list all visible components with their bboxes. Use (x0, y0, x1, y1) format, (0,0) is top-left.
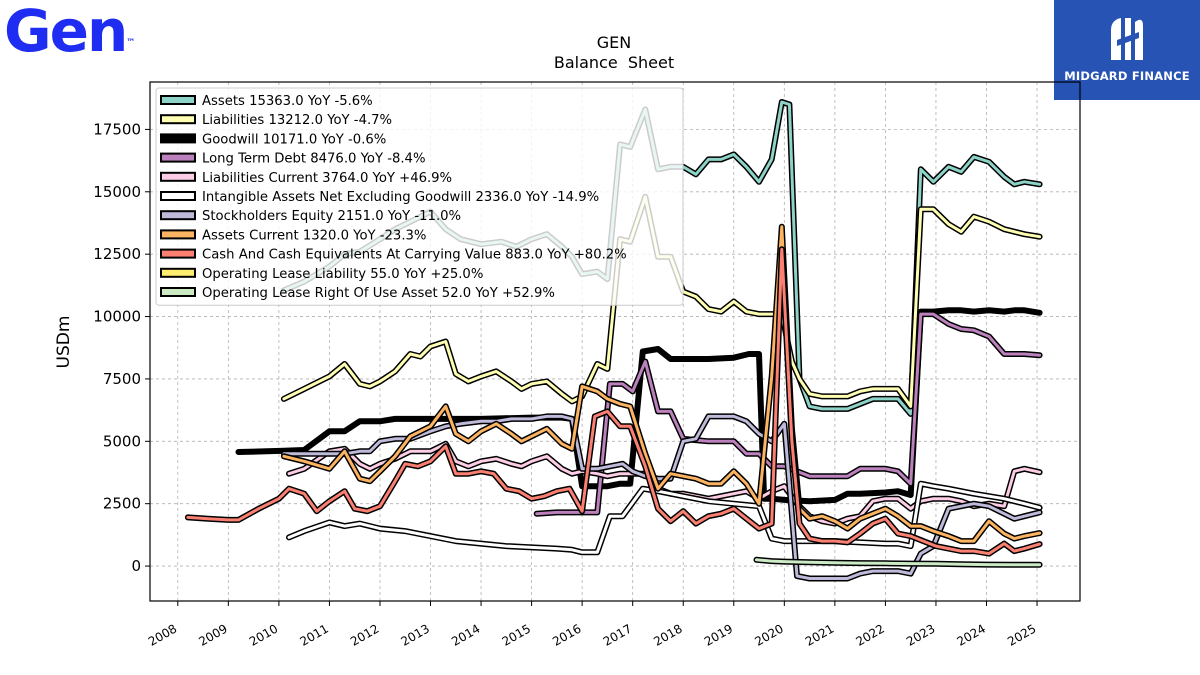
x-tick-label: 2017 (601, 621, 634, 648)
gen-logo-text: Gen (4, 0, 128, 65)
legend-label: Stockholders Equity 2151.0 YoY -11.0% (202, 209, 461, 224)
legend-swatch (160, 229, 196, 240)
y-tick-label: 0 (131, 557, 141, 575)
legend-label: Liabilities Current 3764.0 YoY +46.9% (202, 171, 452, 186)
legend-label: Operating Lease Liability 55.0 YoY +25.0… (202, 267, 483, 282)
legend-swatch (160, 248, 196, 259)
plot-frame (149, 81, 1081, 602)
midgard-finance-logo: MIDGARD FINANCE (1054, 0, 1200, 100)
x-tick-label: 2023 (904, 621, 937, 648)
legend-label: Assets 15363.0 YoY -5.6% (202, 94, 373, 109)
y-tick-label: 15000 (93, 183, 141, 201)
gen-logo: Gen™ (4, 0, 135, 62)
chart-title: GEN (597, 33, 631, 52)
legend-swatch (160, 287, 196, 297)
series-line-2 (235, 307, 1043, 505)
legend-label: Liabilities 13212.0 YoY -4.7% (202, 113, 392, 128)
series-line-5 (287, 482, 1042, 554)
y-tick-label: 2500 (103, 495, 141, 513)
x-tick-label: 2021 (803, 621, 836, 648)
x-tick-label: 2016 (550, 621, 583, 648)
x-tick-label: 2013 (399, 621, 432, 648)
legend-swatch (160, 267, 196, 278)
x-tick-label: 2010 (247, 621, 280, 648)
legend: Assets 15363.0 YoY -5.6% Liabilities 1321… (155, 87, 684, 306)
legend-swatch (160, 191, 196, 201)
legend-swatch (160, 133, 196, 144)
series-line-6 (282, 414, 1042, 580)
y-tick-label: 17500 (93, 120, 141, 138)
x-tick-label: 2018 (651, 621, 684, 648)
x-tick-label: 2012 (348, 621, 381, 648)
x-tick-label: 2015 (500, 621, 533, 648)
x-tick-label: 2020 (752, 621, 785, 648)
x-tick-label: 2025 (1005, 621, 1038, 648)
x-tick-label: 2022 (853, 621, 886, 648)
midgard-emblem-icon (1054, 8, 1200, 72)
series-line-10 (755, 558, 1042, 567)
legend-label: Cash And Cash Equivalents At Carrying Va… (202, 248, 627, 263)
x-tick-label: 2008 (146, 621, 179, 648)
series-line-8 (186, 247, 1042, 556)
legend-swatch (160, 95, 196, 105)
legend-label: Long Term Debt 8476.0 YoY -8.4% (202, 152, 425, 167)
legend-swatch (160, 171, 196, 182)
y-tick-label: 12500 (93, 245, 141, 263)
legend-label: Intangible Assets Net Excluding Goodwill… (202, 190, 599, 205)
legend-box (155, 87, 684, 306)
x-tick-label: 2011 (297, 621, 330, 648)
y-tick-label: 5000 (103, 432, 141, 450)
legend-label: Assets Current 1320.0 YoY -23.3% (202, 228, 426, 243)
legend-swatch (160, 210, 196, 221)
chart-subtitle: Balance Sheet (554, 53, 674, 72)
y-axis-label: USDm (54, 316, 74, 369)
legend-swatch (160, 152, 196, 163)
legend-label: Operating Lease Right Of Use Asset 52.0 … (202, 286, 555, 301)
y-tick-label: 7500 (103, 370, 141, 388)
series-line-7 (282, 225, 1042, 543)
x-tick-label: 2009 (196, 621, 229, 648)
series-line-3 (535, 312, 1042, 516)
x-tick-label: 2014 (449, 621, 482, 648)
gen-logo-trademark: ™ (126, 38, 136, 48)
x-tick-label: 2024 (955, 621, 988, 648)
x-tick-label: 2019 (702, 621, 735, 648)
y-tick-label: 10000 (93, 308, 141, 326)
legend-swatch (160, 114, 196, 125)
legend-label: Goodwill 10171.0 YoY -0.6% (202, 132, 386, 147)
midgard-finance-text: MIDGARD FINANCE (1064, 69, 1190, 83)
